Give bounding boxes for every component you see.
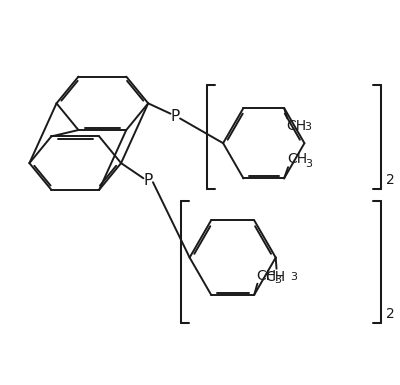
Text: 3: 3: [290, 272, 298, 282]
Text: 2: 2: [386, 173, 395, 187]
Text: 3: 3: [306, 159, 313, 169]
Text: CH: CH: [287, 152, 308, 166]
Text: 2: 2: [386, 306, 395, 321]
Text: CH: CH: [266, 270, 286, 283]
Text: 3: 3: [274, 275, 282, 285]
Text: P: P: [144, 173, 153, 188]
Text: CH: CH: [286, 119, 306, 133]
Text: 3: 3: [304, 122, 312, 132]
Text: P: P: [171, 109, 180, 124]
Text: CH: CH: [256, 269, 276, 283]
